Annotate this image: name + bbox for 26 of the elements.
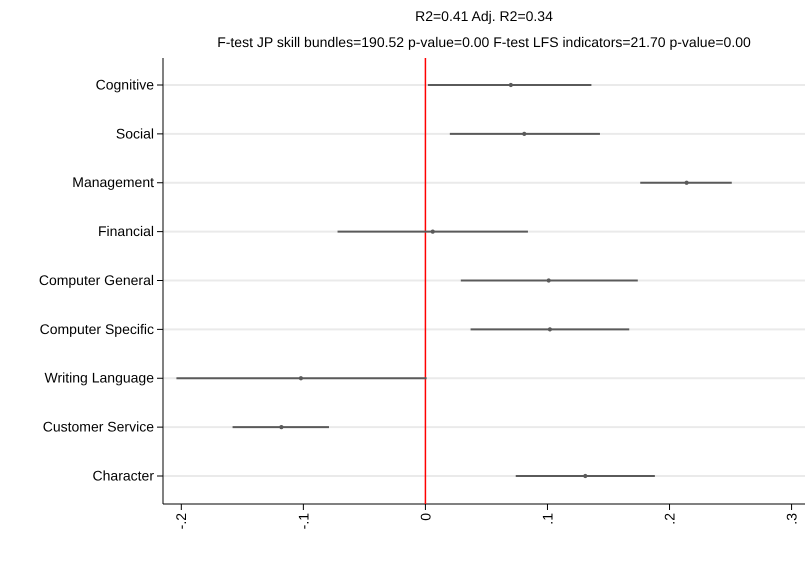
y-tick-label: Financial: [98, 223, 154, 240]
x-tick-label: .2: [661, 512, 678, 525]
y-tick-label: Cognitive: [96, 76, 154, 92]
x-tick-label: 0: [417, 512, 434, 521]
point: [684, 180, 689, 185]
point: [583, 474, 588, 478]
point: [279, 425, 284, 430]
point: [298, 376, 304, 380]
y-tick-label: Writing Language: [44, 370, 154, 386]
x-tick-label: .3: [783, 512, 800, 525]
point: [548, 327, 552, 332]
y-tick-label: Social: [116, 125, 154, 142]
chart-subtitle: F-test JP skill bundles=190.52 p-value=0.00 F-test LFS indicators=21.70 p-value=0.00: [217, 34, 752, 50]
point: [522, 132, 526, 136]
point: [508, 82, 513, 88]
x-tick-label: .1: [539, 512, 556, 525]
x-tick-label: -.2: [173, 512, 190, 530]
chart-title: R2=0.41 Adj. R2=0.34: [415, 8, 554, 24]
x-tick-label: -.1: [295, 512, 312, 530]
y-tick-label: Customer Service: [42, 418, 154, 435]
y-tick-label: Computer Specific: [40, 320, 154, 337]
point: [546, 278, 551, 283]
y-tick-label: Character: [92, 467, 154, 484]
point: [430, 230, 435, 234]
y-tick-label: Management: [72, 174, 154, 190]
y-tick-label: Computer General: [38, 272, 154, 288]
